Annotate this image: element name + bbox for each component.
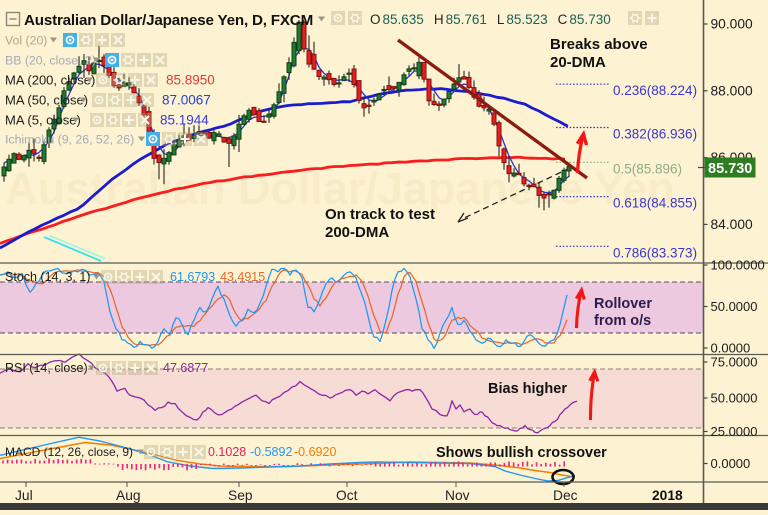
svg-text:75.0000: 75.0000 xyxy=(711,355,758,370)
svg-text:Stoch (14, 3, 1): Stoch (14, 3, 1) xyxy=(5,270,90,284)
svg-text:0.382(86.936): 0.382(86.936) xyxy=(613,127,697,142)
svg-text:61.6793: 61.6793 xyxy=(170,270,215,284)
svg-text:RSI (14, close): RSI (14, close) xyxy=(5,361,88,375)
svg-text:Ichimoku (9, 26, 52, 26): Ichimoku (9, 26, 52, 26) xyxy=(5,133,134,147)
svg-text:87.0067: 87.0067 xyxy=(162,93,211,108)
svg-text:Shows bullish crossover: Shows bullish crossover xyxy=(436,445,607,461)
svg-text:50.0000: 50.0000 xyxy=(711,391,758,406)
svg-text:MA (50, close): MA (50, close) xyxy=(5,93,88,108)
svg-text:Jul: Jul xyxy=(15,488,33,503)
svg-text:Sep: Sep xyxy=(228,488,253,503)
svg-text:Rollover: Rollover xyxy=(594,296,652,312)
svg-text:-0.6920: -0.6920 xyxy=(294,445,336,459)
svg-text:85.8950: 85.8950 xyxy=(166,73,215,88)
svg-text:2018: 2018 xyxy=(652,488,683,503)
svg-text:BB (20, close, 2): BB (20, close, 2) xyxy=(5,54,96,68)
svg-text:47.6877: 47.6877 xyxy=(163,361,208,375)
svg-text:0.1028: 0.1028 xyxy=(208,445,246,459)
svg-text:84.000: 84.000 xyxy=(711,217,754,232)
svg-text:On track to test: On track to test xyxy=(325,206,435,223)
svg-text:50.0000: 50.0000 xyxy=(711,299,758,314)
svg-text:Aug: Aug xyxy=(116,488,141,503)
svg-text:0.5(85.896): 0.5(85.896) xyxy=(613,161,682,176)
svg-text:Dec: Dec xyxy=(553,488,578,503)
svg-text:Breaks above: Breaks above xyxy=(550,36,648,53)
svg-text:20-DMA: 20-DMA xyxy=(550,54,606,71)
svg-text:200-DMA: 200-DMA xyxy=(325,224,389,241)
svg-text:MA (5, close): MA (5, close) xyxy=(5,113,81,128)
svg-text:MACD (12, 26, close, 9): MACD (12, 26, close, 9) xyxy=(5,445,133,459)
svg-text:88.000: 88.000 xyxy=(711,83,754,98)
svg-text:85.1944: 85.1944 xyxy=(160,113,209,128)
svg-text:0.0000: 0.0000 xyxy=(711,341,751,356)
svg-text:-0.5892: -0.5892 xyxy=(250,445,292,459)
svg-text:Australian Dollar/Japanese Yen: Australian Dollar/Japanese Yen, D, FXCM xyxy=(24,12,313,29)
svg-text:85.730: 85.730 xyxy=(708,161,752,177)
svg-text:0.236(88.224): 0.236(88.224) xyxy=(613,83,697,98)
svg-text:Oct: Oct xyxy=(336,488,358,503)
svg-text:100.0000: 100.0000 xyxy=(711,258,765,273)
svg-text:90.000: 90.000 xyxy=(711,17,754,32)
svg-text:Nov: Nov xyxy=(445,488,470,503)
svg-text:0.618(84.855): 0.618(84.855) xyxy=(613,196,697,211)
svg-text:25.0000: 25.0000 xyxy=(711,424,758,439)
svg-text:Bias higher: Bias higher xyxy=(488,381,567,397)
svg-text:from o/s: from o/s xyxy=(594,313,651,329)
svg-text:Vol (20): Vol (20) xyxy=(5,34,47,48)
svg-text:0.786(83.373): 0.786(83.373) xyxy=(613,245,697,260)
svg-text:MA (200, close): MA (200, close) xyxy=(5,73,95,88)
svg-text:0.0000: 0.0000 xyxy=(711,456,751,471)
svg-text:43.4915: 43.4915 xyxy=(220,270,265,284)
